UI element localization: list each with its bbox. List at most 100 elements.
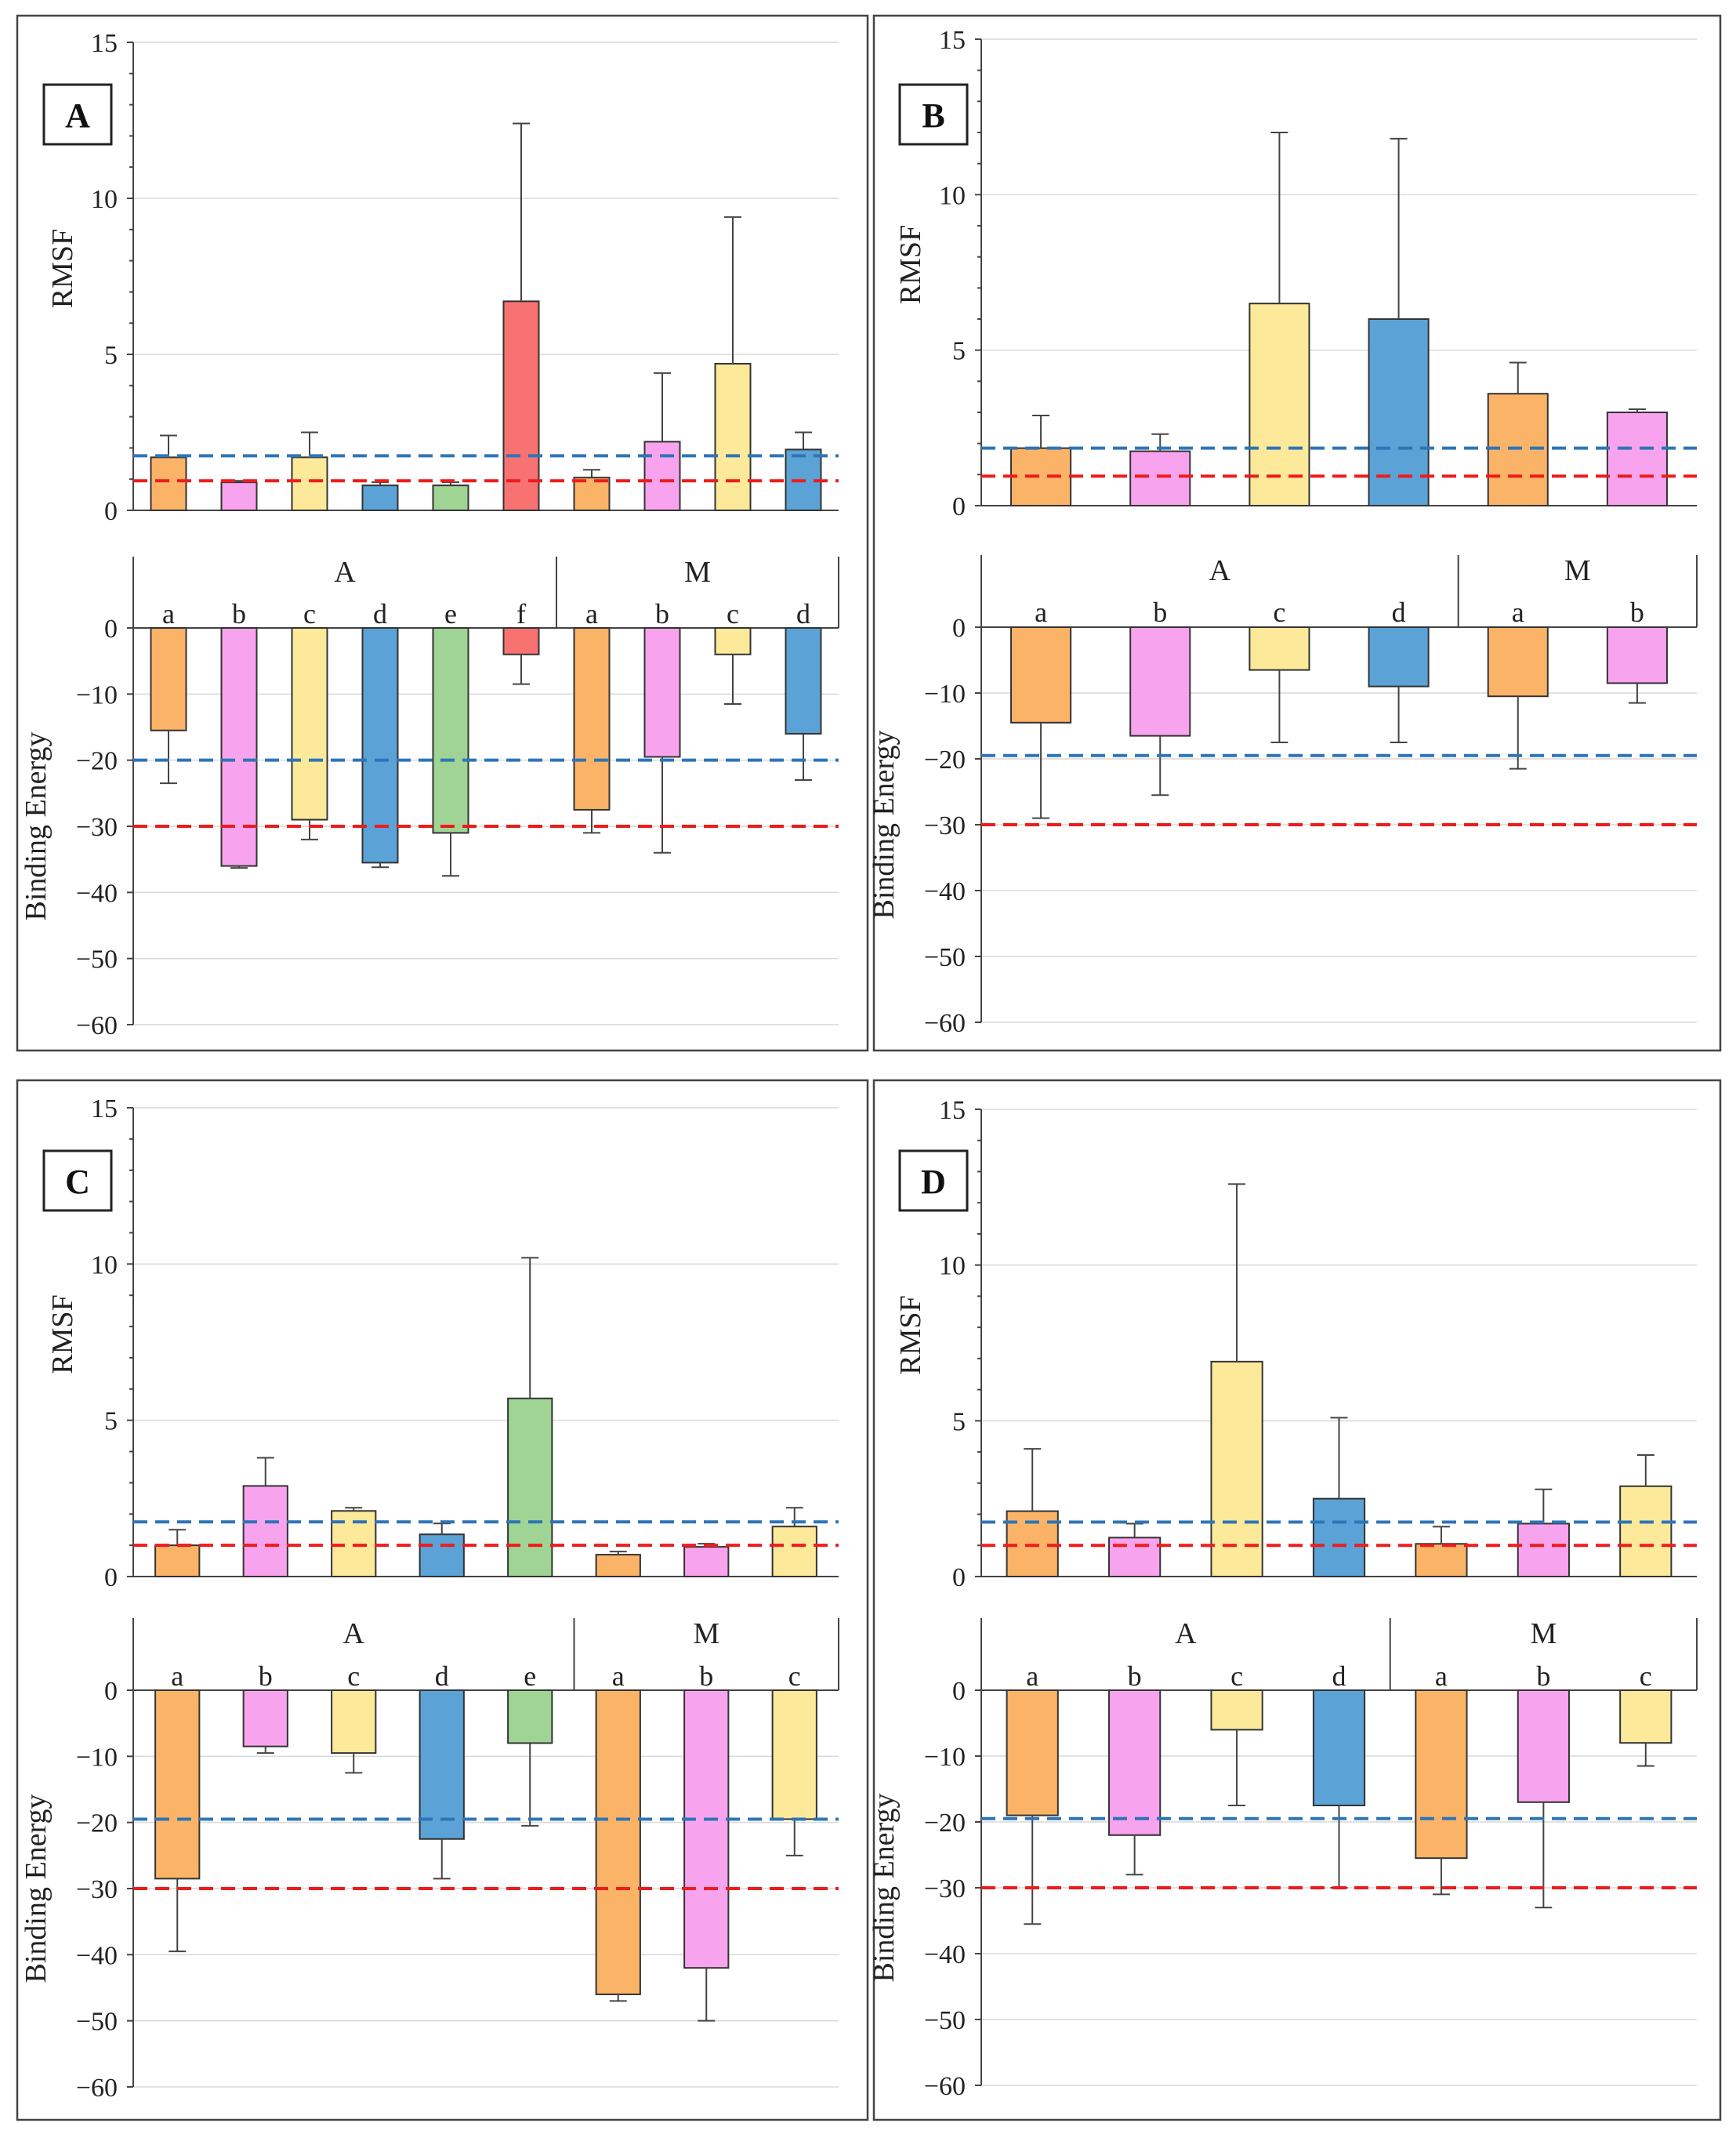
rmsf-bar: [154, 1544, 201, 1577]
binding-tick-label: −60: [76, 2074, 118, 2103]
binding-bar: [771, 1689, 817, 1820]
rmsf-tick-label: 15: [939, 26, 966, 55]
binding-tick-label: 0: [952, 1677, 966, 1706]
binding-tick-label: −60: [924, 1009, 966, 1038]
category-label: e: [524, 1660, 536, 1692]
binding-bar: [1010, 626, 1072, 724]
binding-tick-label: −40: [924, 877, 966, 906]
rmsf-bar: [1606, 412, 1668, 506]
rmsf-tick-label: 15: [939, 1096, 966, 1125]
binding-tick-label: −20: [76, 1809, 118, 1838]
binding-tick-label: −20: [924, 1809, 966, 1838]
category-label: d: [373, 598, 387, 630]
rmsf-bar: [1010, 447, 1072, 506]
binding-bar: [507, 1689, 553, 1744]
category-label: d: [1332, 1660, 1346, 1692]
rmsf-bar: [595, 1554, 641, 1578]
rmsf-tick-label: 10: [91, 1250, 118, 1279]
binding-bar: [683, 1689, 730, 1969]
binding-tick-label: −50: [924, 2006, 966, 2035]
rmsf-tick-label: 15: [91, 1094, 118, 1123]
binding-tick-label: −30: [924, 811, 966, 840]
panel-frame: [16, 1079, 869, 2121]
rmsf-bar: [1517, 1522, 1570, 1578]
binding-bar: [1006, 1689, 1059, 1816]
panel-letter: D: [921, 1163, 946, 1201]
rmsf-bar: [291, 456, 328, 512]
binding-bar: [291, 627, 328, 821]
rmsf-bar: [643, 441, 681, 511]
binding-bar: [714, 627, 752, 655]
binding-tick-label: 0: [104, 1677, 118, 1706]
binding-tick-label: −60: [924, 2072, 966, 2101]
binding-tick-label: −30: [76, 813, 118, 842]
binding-bar: [1487, 626, 1549, 698]
category-label: a: [1435, 1660, 1448, 1692]
binding-tick-label: 0: [952, 614, 966, 643]
binding-tick-label: −20: [76, 747, 118, 776]
rmsf-bar: [1210, 1360, 1263, 1577]
rmsf-bar: [1619, 1485, 1673, 1577]
binding-tick-label: −50: [924, 943, 966, 972]
panel-frame: [872, 14, 1722, 1052]
category-label: b: [259, 1660, 273, 1692]
binding-bar: [1415, 1689, 1468, 1860]
binding-bar: [595, 1689, 641, 1995]
category-label: c: [1230, 1660, 1243, 1692]
binding-tick-label: −40: [76, 1941, 118, 1970]
binding-tick-label: −10: [76, 1743, 118, 1772]
category-label: b: [1630, 597, 1644, 628]
binding-bar: [331, 1689, 377, 1755]
category-label: a: [1035, 597, 1047, 628]
rmsf-tick-label: 5: [952, 1407, 966, 1436]
rmsf-bar: [771, 1526, 817, 1578]
binding-tick-label: −30: [76, 1875, 118, 1904]
group-label: M: [1564, 554, 1591, 587]
category-label: c: [303, 598, 316, 630]
binding-bar: [573, 627, 611, 811]
category-label: c: [1273, 597, 1285, 628]
category-label: a: [1512, 597, 1524, 628]
rmsf-bar: [507, 1397, 553, 1578]
binding-bar: [154, 1689, 201, 1880]
binding-tick-label: −40: [76, 879, 118, 908]
rmsf-bar: [1108, 1537, 1162, 1578]
category-label: c: [347, 1660, 360, 1692]
panel-b: 0 5 10 15 RMSF B Aa b c d Ma b 0 −10 −20 −30 −40 −50 −60 Bi…: [868, 14, 1722, 1052]
rmsf-tick-label: 5: [104, 1407, 118, 1436]
binding-bar: [643, 627, 681, 758]
rmsf-tick-label: 5: [104, 341, 118, 370]
group-label: A: [1209, 554, 1231, 587]
binding-bar: [242, 1689, 288, 1747]
category-label: b: [655, 598, 669, 630]
group-label: M: [1530, 1617, 1557, 1650]
panel-letter: B: [922, 96, 944, 135]
rmsf-axis-title: RMSF: [46, 229, 79, 308]
group-label: A: [334, 556, 356, 589]
category-label: d: [1392, 597, 1406, 628]
rmsf-tick-label: 5: [952, 337, 966, 366]
rmsf-tick-label: 15: [91, 29, 118, 58]
binding-axis-title: Binding Energy: [868, 1793, 901, 1982]
binding-bar: [150, 627, 187, 731]
binding-bar: [1606, 626, 1668, 684]
binding-tick-label: −40: [924, 1940, 966, 1969]
category-label: c: [1640, 1660, 1652, 1692]
rmsf-bar: [432, 484, 469, 511]
rmsf-tick-label: 0: [952, 492, 966, 521]
binding-bar: [1619, 1689, 1673, 1744]
rmsf-bar: [502, 300, 540, 511]
category-label: b: [232, 598, 246, 630]
category-label: e: [444, 598, 457, 630]
binding-bar: [419, 1689, 465, 1840]
binding-tick-label: −50: [76, 945, 118, 974]
category-label: a: [1026, 1660, 1038, 1692]
panel-letter-box: [42, 1149, 113, 1212]
rmsf-tick-label: 0: [104, 1563, 118, 1592]
rmsf-bar: [419, 1533, 465, 1578]
rmsf-bar: [242, 1485, 288, 1578]
category-label: a: [585, 598, 598, 630]
category-label: b: [1536, 1660, 1550, 1692]
binding-axis-title: Binding Energy: [868, 730, 901, 919]
category-label: b: [1128, 1660, 1142, 1692]
